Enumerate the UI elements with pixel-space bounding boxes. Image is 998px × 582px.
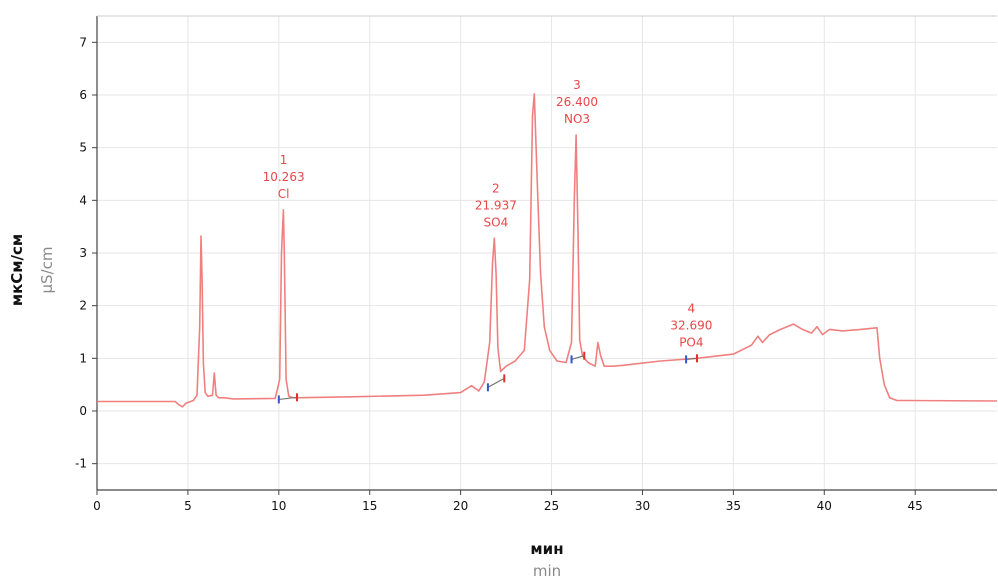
x-tick-label: 45	[908, 499, 923, 513]
peak-annotation-text: SO4	[484, 215, 509, 229]
x-tick-label: 35	[726, 499, 741, 513]
x-tick-label: 10	[271, 499, 286, 513]
y-tick-label: 6	[79, 88, 87, 102]
chromatogram-line	[97, 93, 998, 408]
peak-annotation-text: 10.263	[263, 170, 305, 184]
x-tick-label: 0	[93, 499, 101, 513]
peak-annotation-text: PO4	[679, 335, 703, 349]
peak-baseline	[571, 355, 585, 360]
y-tick-label: 0	[79, 404, 87, 418]
y-tick-label: 5	[79, 141, 87, 155]
y-tick-label: -1	[75, 457, 87, 471]
peak-annotation-text: 2	[492, 181, 500, 195]
peak-baselines	[277, 351, 698, 404]
series-group	[97, 93, 998, 408]
x-tick-label: 20	[453, 499, 468, 513]
x-tick-label: 25	[544, 499, 559, 513]
x-tick-label: 30	[635, 499, 650, 513]
y-tick-label: 3	[79, 246, 87, 260]
x-axis-label-secondary: min	[533, 562, 561, 580]
peak-annotation-text: 26.400	[556, 95, 598, 109]
x-tick-label: 5	[184, 499, 192, 513]
grid-lines	[96, 16, 997, 490]
x-axis-label: мин	[530, 540, 563, 558]
x-axis-ticks: 0 5 10 15 20 25 30 35 40 45	[93, 490, 923, 513]
x-tick-label: 40	[817, 499, 832, 513]
peak-annotations: 1 10.263 Cl 2 21.937 SO4 3 26.400 NO3 4 32.690 PO4	[263, 78, 713, 349]
peak-annotation-text: 32.690	[670, 318, 712, 332]
peak-annotation-text: 4	[688, 301, 696, 315]
peak-baseline	[278, 396, 298, 401]
y-axis-label-secondary: µS/cm	[38, 247, 56, 294]
y-tick-label: 7	[79, 35, 87, 49]
peak-annotation-text: NO3	[564, 112, 590, 126]
y-tick-label: 1	[79, 351, 87, 365]
y-tick-label: 4	[79, 193, 87, 207]
y-tick-label: 2	[79, 299, 87, 313]
peak-annotation-text: 1	[280, 153, 288, 167]
y-axis-label: мкСм/см	[8, 234, 26, 306]
peak-baseline	[487, 377, 505, 388]
peak-baseline	[686, 357, 698, 360]
peak-annotation-text: Cl	[278, 187, 290, 201]
peak-annotation-text: 3	[573, 78, 581, 92]
x-tick-label: 15	[362, 499, 377, 513]
peak-annotation-text: 21.937	[475, 198, 517, 212]
y-axis-ticks: -1 0 1 2 3 4 5 6 7	[75, 35, 97, 471]
